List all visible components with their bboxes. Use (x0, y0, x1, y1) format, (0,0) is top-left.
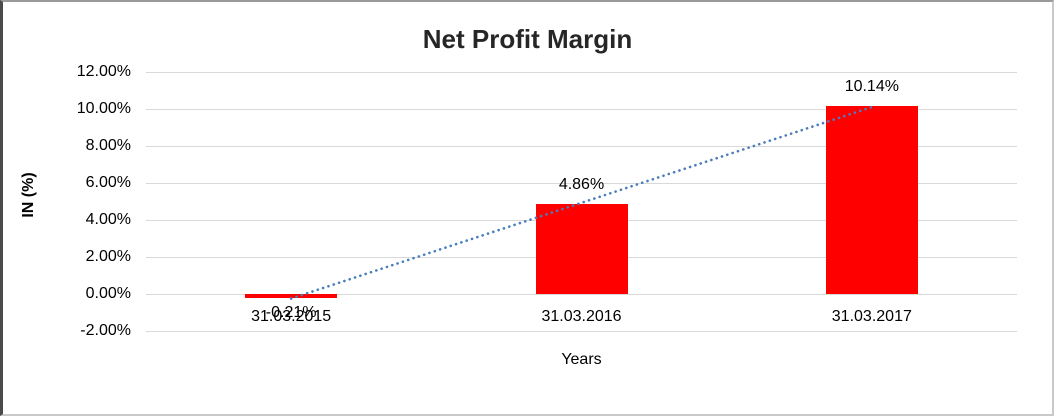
x-axis-title: Years (561, 351, 602, 368)
gridline (146, 71, 1017, 73)
y-tick-label: 6.00% (85, 174, 131, 191)
x-category-label: 31.03.2016 (541, 308, 622, 325)
y-tick-label: 0.00% (85, 285, 131, 302)
data-label: 4.86% (558, 176, 605, 194)
gridline (146, 330, 1017, 332)
bar (245, 294, 338, 298)
y-tick-label: 12.00% (76, 63, 131, 80)
data-label: -0.21% (265, 304, 317, 321)
y-tick-label: 2.00% (85, 248, 131, 265)
y-tick-label: -2.00% (80, 322, 131, 339)
y-tick-label: 4.00% (85, 211, 131, 228)
y-tick-label: 10.00% (76, 100, 131, 117)
x-category-label: 31.03.2017 (831, 308, 912, 325)
x-category-label: 31.03.2015 (251, 308, 332, 325)
data-label: 10.14% (844, 78, 899, 96)
bar (825, 106, 918, 294)
chart-title: Net Profit Margin (422, 24, 633, 54)
y-tick-label: 8.00% (85, 137, 131, 154)
bar (535, 204, 628, 294)
